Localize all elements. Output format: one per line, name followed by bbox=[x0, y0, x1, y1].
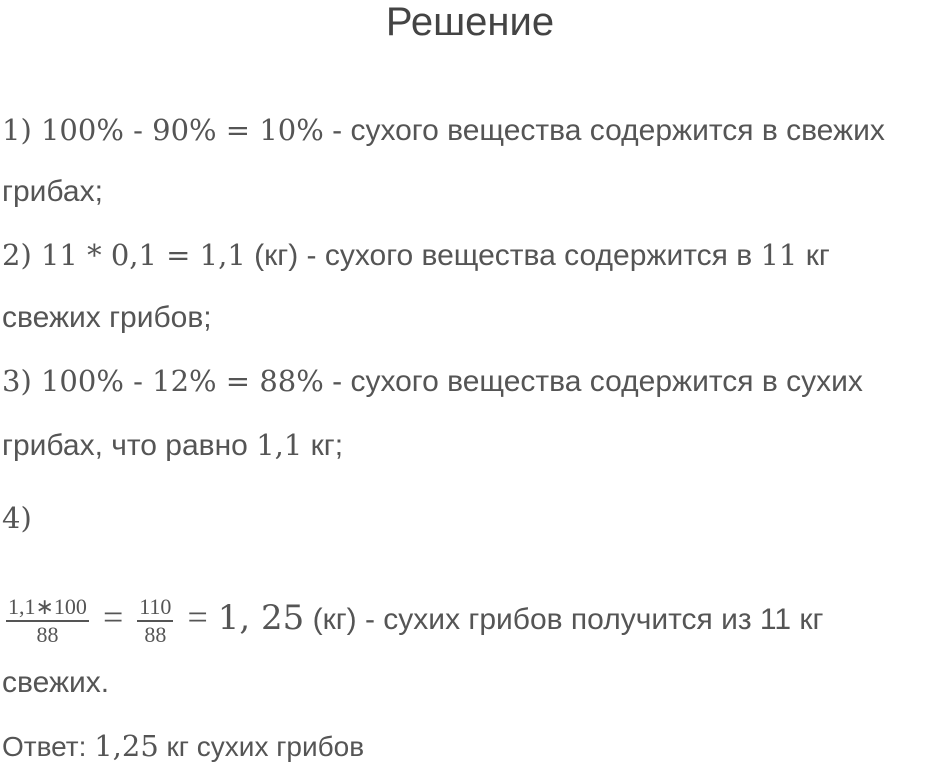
text-segment: 1) 100% - 90% = 10% bbox=[2, 113, 324, 147]
equals: = bbox=[187, 596, 208, 637]
solution-line: грибах, что равно 1,1 кг; bbox=[2, 427, 343, 464]
fraction: 110 88 bbox=[137, 594, 174, 648]
numerator: 110 bbox=[137, 594, 174, 622]
formula-line: 1,1∗100 88 = 110 88 = 1, 25 (кг) - сухих грибо… bbox=[2, 594, 823, 648]
fraction: 1,1∗100 88 bbox=[6, 594, 89, 648]
text-segment: 2) 11 * 0,1 = 1,1 bbox=[2, 238, 246, 272]
text-segment: 1,1 bbox=[256, 428, 303, 462]
answer-line: Ответ: 1,25 кг сухих грибов bbox=[2, 728, 364, 765]
solution-line: 4) bbox=[2, 500, 32, 537]
solution-line: грибах; bbox=[2, 174, 103, 210]
text-segment: 11 bbox=[760, 238, 798, 272]
answer-label: Ответ: bbox=[2, 731, 95, 762]
text-segment: кг bbox=[797, 239, 830, 272]
formula-text: (кг) - сухих грибов получится из 11 кг bbox=[304, 602, 824, 636]
answer-value: 1,25 bbox=[94, 729, 159, 763]
numerator: 1,1∗100 bbox=[6, 594, 89, 622]
text-segment: грибах, что равно bbox=[2, 429, 257, 462]
equals: = bbox=[102, 596, 124, 637]
solution-line: свежих грибов; bbox=[2, 300, 212, 336]
solution-line: 1) 100% - 90% = 10% - сухого вещества со… bbox=[2, 112, 885, 149]
solution-line: 3) 100% - 12% = 88% - сухого вещества со… bbox=[2, 363, 863, 400]
denominator: 88 bbox=[144, 622, 167, 647]
text-segment: грибах; bbox=[2, 175, 103, 208]
text-segment: кг; bbox=[302, 429, 344, 462]
text-segment: (кг) - сухого вещества содержится в bbox=[245, 239, 761, 272]
answer-text: кг сухих грибов bbox=[158, 731, 365, 762]
text-segment: 4) bbox=[2, 501, 32, 535]
page-title: Решение bbox=[385, 0, 555, 44]
text-segment: 3) 100% - 12% = 88% bbox=[2, 364, 324, 398]
text-segment: - сухого вещества содержится в сухих bbox=[323, 365, 863, 398]
solution-line: 2) 11 * 0,1 = 1,1 (кг) - сухого вещества… bbox=[2, 237, 830, 274]
denominator: 88 bbox=[36, 622, 59, 647]
result: 1, 25 bbox=[217, 597, 305, 638]
text-segment: - сухого вещества содержится в свежих bbox=[323, 114, 885, 147]
text-segment: свежих грибов; bbox=[2, 301, 212, 334]
formula-continuation: свежих. bbox=[2, 666, 110, 699]
